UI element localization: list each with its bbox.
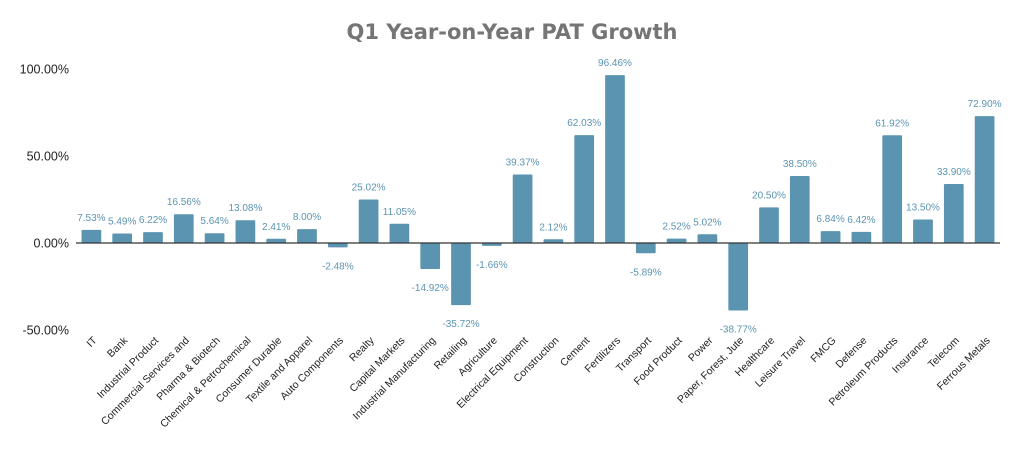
data-label: 2.12% (539, 222, 567, 233)
category-label: Power (686, 334, 716, 364)
bar-series (81, 75, 995, 311)
data-label: 25.02% (352, 182, 386, 193)
data-label: 38.50% (783, 159, 817, 170)
bar (235, 220, 256, 243)
bar (451, 243, 471, 306)
y-tick-label: 100.00% (20, 63, 69, 77)
data-label: 6.42% (847, 215, 875, 226)
y-tick-label: 50.00% (27, 150, 69, 164)
bar (697, 234, 718, 243)
bar (759, 207, 779, 243)
data-label: -5.89% (630, 267, 662, 278)
bar (820, 231, 841, 243)
bar (974, 116, 995, 243)
data-labels: 7.53% 5.49% 6.22%16.56% 5.64%13.08%2.41%8.0… (77, 58, 1001, 335)
bar (635, 243, 656, 254)
bar (389, 223, 410, 243)
data-label: 13.50% (906, 203, 940, 214)
data-label: -2.48% (322, 261, 354, 272)
data-label: 96.46% (598, 58, 632, 69)
category-label: IT (84, 334, 99, 349)
y-tick-label: -50.00% (22, 324, 69, 338)
bar (789, 176, 810, 243)
bar (204, 233, 225, 243)
chart-title: Q1 Year-on-Year PAT Growth (346, 20, 678, 44)
bar (266, 238, 287, 243)
bar (297, 229, 317, 243)
data-label: 7.53% (77, 213, 105, 224)
bar (512, 174, 533, 243)
data-label: 72.90% (968, 99, 1002, 110)
data-label: 33.90% (937, 167, 971, 178)
bar (143, 232, 163, 243)
data-label: -14.92% (412, 283, 449, 294)
bar (112, 233, 133, 243)
data-label: 5.64% (200, 216, 228, 227)
data-label: 2.41% (262, 222, 290, 233)
bar (81, 229, 102, 243)
y-axis: -50.00% 0.00% 50.00% 100.00% (20, 63, 69, 338)
data-label: 16.56% (167, 197, 201, 208)
bar (605, 75, 625, 243)
bar (882, 135, 903, 243)
bar (666, 238, 687, 243)
bar (358, 199, 379, 243)
data-label: 5.49% (108, 216, 136, 227)
data-label: 62.03% (567, 118, 601, 129)
bar (173, 214, 194, 243)
data-label: 5.02% (693, 217, 721, 228)
data-label: 13.08% (228, 203, 262, 214)
data-label: -38.77% (720, 324, 757, 335)
bar (543, 239, 564, 243)
bar (327, 243, 348, 248)
bar (574, 135, 595, 243)
data-label: 20.50% (752, 190, 786, 201)
data-label: 6.22% (139, 215, 167, 226)
bar (420, 243, 441, 269)
data-label: -1.66% (476, 260, 508, 271)
bar (728, 243, 749, 311)
data-label: 61.92% (875, 118, 909, 129)
data-label: 11.05% (383, 207, 416, 218)
data-label: 2.52% (662, 222, 690, 233)
bar (943, 184, 964, 243)
category-label: Bank (105, 334, 131, 360)
bar (851, 231, 872, 243)
data-label: -35.72% (442, 319, 479, 330)
bar (481, 243, 502, 246)
bar (913, 219, 933, 243)
data-label: 8.00% (293, 212, 321, 223)
data-label: 6.84% (816, 214, 844, 225)
data-label: 39.37% (506, 158, 540, 169)
y-tick-label: 0.00% (34, 237, 69, 251)
